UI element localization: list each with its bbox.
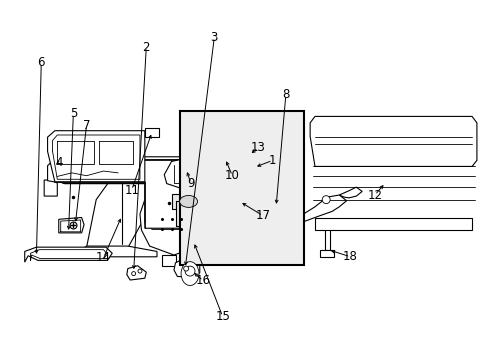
Ellipse shape	[138, 269, 142, 273]
Polygon shape	[126, 266, 146, 280]
Polygon shape	[320, 249, 334, 257]
Text: 15: 15	[215, 310, 229, 323]
Polygon shape	[47, 159, 264, 228]
Text: 8: 8	[282, 89, 289, 102]
Polygon shape	[263, 200, 284, 214]
Ellipse shape	[322, 196, 329, 204]
Polygon shape	[144, 128, 159, 137]
Text: 16: 16	[195, 274, 210, 287]
Text: 5: 5	[69, 107, 77, 120]
Text: 1: 1	[268, 154, 276, 167]
Ellipse shape	[131, 271, 135, 275]
Polygon shape	[52, 157, 264, 184]
Polygon shape	[144, 184, 266, 229]
Polygon shape	[162, 255, 176, 266]
Polygon shape	[201, 147, 261, 167]
Polygon shape	[174, 258, 200, 277]
Polygon shape	[287, 195, 346, 225]
Ellipse shape	[184, 266, 195, 276]
Polygon shape	[47, 131, 144, 182]
Polygon shape	[79, 246, 157, 257]
Ellipse shape	[181, 262, 199, 285]
Text: 9: 9	[187, 177, 194, 190]
Text: 3: 3	[210, 31, 218, 44]
Polygon shape	[181, 200, 244, 225]
Polygon shape	[309, 116, 476, 166]
Text: 18: 18	[343, 250, 357, 263]
Polygon shape	[176, 202, 239, 226]
Bar	[180, 111, 303, 265]
Polygon shape	[339, 187, 362, 198]
Polygon shape	[140, 194, 201, 255]
Polygon shape	[44, 180, 57, 196]
Text: 2: 2	[142, 41, 150, 54]
Polygon shape	[59, 217, 84, 233]
Text: 10: 10	[224, 169, 239, 182]
Polygon shape	[264, 202, 279, 212]
Text: 6: 6	[38, 56, 45, 69]
Polygon shape	[171, 194, 205, 208]
Polygon shape	[86, 166, 154, 248]
Polygon shape	[243, 146, 261, 161]
Polygon shape	[147, 161, 258, 223]
Text: 11: 11	[124, 184, 139, 197]
Text: 4: 4	[55, 156, 62, 169]
Text: 14: 14	[96, 251, 111, 264]
Polygon shape	[222, 197, 228, 206]
Text: 7: 7	[82, 119, 90, 132]
Polygon shape	[25, 247, 112, 262]
Ellipse shape	[179, 195, 197, 207]
Polygon shape	[314, 217, 471, 230]
Text: 13: 13	[250, 141, 265, 154]
Text: 17: 17	[255, 209, 270, 222]
Polygon shape	[164, 158, 210, 190]
Polygon shape	[230, 199, 243, 204]
Text: 12: 12	[366, 189, 382, 202]
Polygon shape	[325, 223, 329, 249]
Ellipse shape	[183, 266, 188, 271]
Polygon shape	[55, 161, 256, 184]
